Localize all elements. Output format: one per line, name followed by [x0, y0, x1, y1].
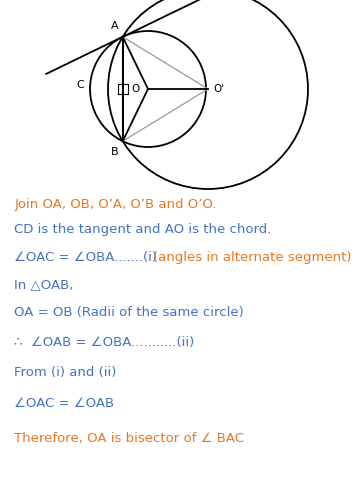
Text: From (i) and (ii): From (i) and (ii) [14, 366, 117, 380]
Text: O: O [132, 84, 140, 94]
Text: B: B [111, 147, 119, 157]
Text: ∴  ∠OAB = ∠OBA...........(ii): ∴ ∠OAB = ∠OBA...........(ii) [14, 336, 195, 349]
Text: Join OA, OB, O’A, O’B and O’O.: Join OA, OB, O’A, O’B and O’O. [14, 198, 217, 211]
Text: Therefore, OA is bisector of ∠ BAC: Therefore, OA is bisector of ∠ BAC [14, 432, 244, 445]
Text: CD is the tangent and AO is the chord.: CD is the tangent and AO is the chord. [14, 223, 272, 236]
Text: (angles in alternate segment): (angles in alternate segment) [153, 250, 351, 264]
Text: OA = OB (Radii of the same circle): OA = OB (Radii of the same circle) [14, 306, 244, 319]
Text: In △OAB,: In △OAB, [14, 278, 74, 291]
Text: C: C [76, 80, 84, 90]
Text: ∠OAC = ∠OAB: ∠OAC = ∠OAB [14, 397, 114, 410]
Text: O': O' [213, 84, 224, 94]
Text: ∠OAC = ∠OBA.......(i): ∠OAC = ∠OBA.......(i) [14, 250, 157, 264]
Text: A: A [111, 21, 119, 31]
